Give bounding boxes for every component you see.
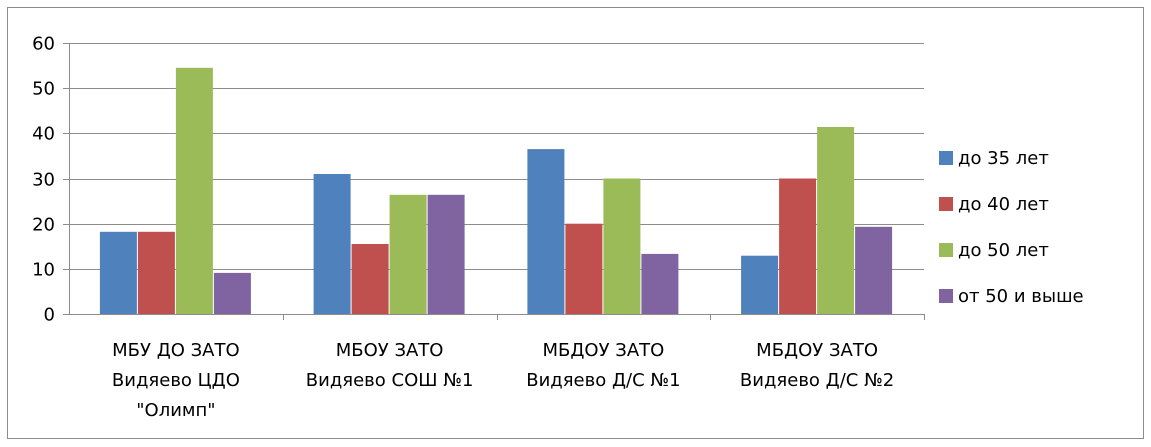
bar — [855, 226, 893, 314]
y-tick-labels: 0 10 20 30 40 50 60 — [32, 34, 55, 326]
bar — [565, 223, 603, 314]
y-tick-label: 30 — [32, 170, 55, 191]
x-category-label-line: МБДОУ ЗАТО — [542, 340, 664, 361]
x-category-label-line: "Олимп" — [136, 400, 215, 421]
legend: до 35 лет до 40 лет до 50 лет от 50 и выше — [939, 148, 1084, 307]
y-tick-label: 60 — [32, 34, 55, 55]
bar — [137, 231, 175, 314]
legend-label: до 40 лет — [958, 194, 1049, 215]
y-tick-label: 10 — [32, 260, 55, 281]
legend-label: до 35 лет — [958, 148, 1049, 169]
y-tick-label: 50 — [32, 79, 55, 100]
y-tick-label: 0 — [44, 305, 55, 326]
bar — [427, 194, 465, 314]
legend-swatch — [939, 197, 953, 211]
x-category-label: МБУ ДО ЗАТО Видяево ЦДО "Олимп" — [112, 340, 240, 421]
x-category-label-line: Видяево Д/С №1 — [526, 370, 680, 391]
legend-swatch — [939, 243, 953, 257]
bar — [603, 178, 641, 314]
x-category-label: МБДОУ ЗАТО Видяево Д/С №2 — [740, 340, 894, 391]
bar — [527, 149, 565, 314]
bar — [641, 253, 679, 314]
x-category-label-line: Видяево ЦДО — [112, 370, 240, 391]
x-category-label: МБОУ ЗАТО Видяево СОШ №1 — [306, 340, 474, 391]
bar — [779, 178, 817, 314]
legend-label: до 50 лет — [958, 240, 1049, 261]
x-category-label-line: Видяево СОШ №1 — [306, 370, 474, 391]
bar — [99, 231, 137, 314]
bar — [351, 244, 389, 314]
bars — [99, 67, 893, 314]
bar — [741, 255, 779, 314]
y-tick-label: 20 — [32, 215, 55, 236]
bar — [213, 272, 251, 314]
bar — [313, 174, 351, 314]
x-category-label-line: МБОУ ЗАТО — [336, 340, 444, 361]
bar — [175, 67, 213, 314]
x-category-label-line: МБУ ДО ЗАТО — [112, 340, 240, 361]
x-category-label: МБДОУ ЗАТО Видяево Д/С №1 — [526, 340, 680, 391]
x-category-label-line: Видяево Д/С №2 — [740, 370, 894, 391]
legend-swatch — [939, 289, 953, 303]
legend-label: от 50 и выше — [958, 286, 1084, 307]
y-tick-label: 40 — [32, 124, 55, 145]
x-category-labels: МБУ ДО ЗАТО Видяево ЦДО "Олимп" МБОУ ЗАТО Ви… — [112, 340, 894, 421]
bar — [817, 127, 855, 314]
legend-swatch — [939, 151, 953, 165]
axes — [63, 43, 925, 320]
bar — [389, 194, 427, 314]
x-category-label-line: МБДОУ ЗАТО — [756, 340, 878, 361]
